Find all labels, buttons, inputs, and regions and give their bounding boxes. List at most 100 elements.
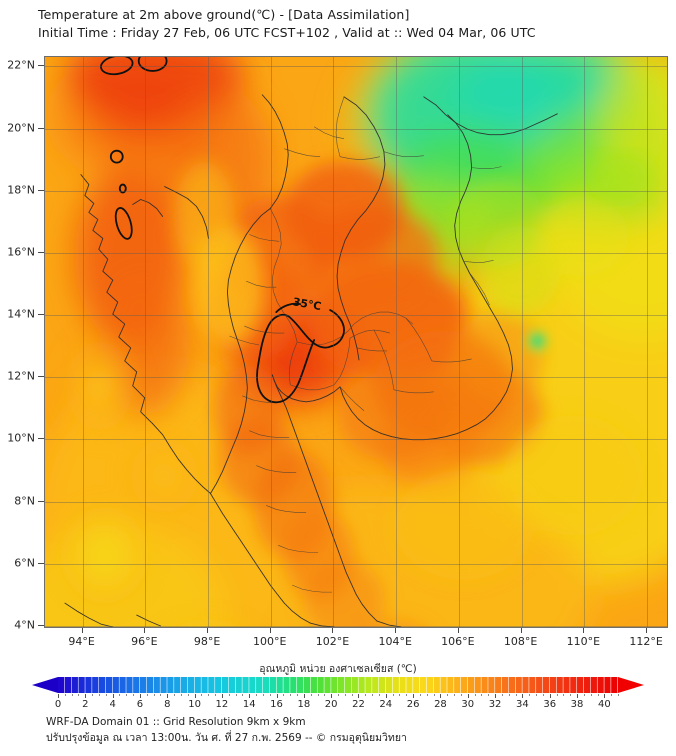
colorbar-band bbox=[139, 677, 147, 693]
longitude-tick bbox=[81, 628, 83, 633]
longitude-tick bbox=[395, 628, 397, 633]
latitude-tick-label: 20°N bbox=[7, 121, 35, 134]
colorbar-band bbox=[583, 677, 591, 693]
colorbar-title: อุณหภูมิ หน่วย องศาเซลเซียส (℃) bbox=[259, 663, 417, 675]
colorbar-band bbox=[92, 677, 99, 693]
colorbar-tick-label: 26 bbox=[406, 699, 420, 710]
colorbar-major-tick bbox=[413, 694, 415, 698]
colorbar-band bbox=[474, 677, 481, 693]
colorbar-minor-tick bbox=[536, 694, 538, 696]
colorbar-band bbox=[146, 677, 154, 693]
colorbar-band bbox=[392, 677, 399, 693]
colorbar-band bbox=[317, 677, 324, 693]
colorbar-minor-tick bbox=[297, 694, 299, 696]
colorbar-band bbox=[78, 677, 85, 693]
colorbar-band bbox=[338, 677, 345, 693]
colorbar-minor-tick bbox=[488, 694, 490, 696]
colorbar-minor-tick bbox=[515, 694, 517, 696]
colorbar-minor-tick bbox=[146, 694, 148, 696]
colorbar-tick-label: 2 bbox=[82, 699, 89, 710]
colorbar-band bbox=[112, 677, 119, 693]
colorbar-minor-tick bbox=[563, 694, 565, 696]
colorbar-band bbox=[522, 677, 529, 693]
colorbar-band bbox=[167, 677, 174, 693]
colorbar-tick-label: 34 bbox=[516, 699, 529, 710]
chart-footer: WRF-DA Domain 01 :: Grid Resolution 9km … bbox=[46, 714, 646, 746]
colorbar-band bbox=[563, 677, 570, 693]
colorbar-tick-label: 14 bbox=[242, 699, 256, 710]
colorbar-band bbox=[235, 677, 242, 693]
latitude-tick bbox=[38, 251, 44, 253]
colorbar-tick-label: 4 bbox=[109, 699, 116, 710]
colorbar-major-tick bbox=[495, 694, 497, 698]
colorbar-band bbox=[385, 677, 393, 693]
colorbar-tick-label: 6 bbox=[136, 699, 144, 710]
latitude-tick-label: 6°N bbox=[14, 556, 35, 570]
longitude-tick bbox=[520, 628, 522, 633]
colorbar-tick-label: 12 bbox=[215, 699, 229, 710]
colorbar-ticks: 0 2 4 6 8 10 12 14 16 18 20 22 24 26 28 30 32 34 36 38 40 bbox=[0, 694, 676, 714]
colorbar-minor-tick bbox=[78, 694, 80, 696]
colorbar-band bbox=[310, 677, 317, 693]
colorbar-band bbox=[64, 677, 72, 693]
colorbar-minor-tick bbox=[262, 694, 264, 696]
colorbar-major-tick bbox=[385, 694, 387, 698]
colorbar-minor-tick bbox=[290, 694, 292, 696]
colorbar-band bbox=[180, 677, 188, 693]
colorbar-band bbox=[160, 677, 167, 693]
colorbar-tick-label: 16 bbox=[270, 699, 283, 710]
colorbar-major-tick bbox=[85, 694, 87, 698]
longitude-tick-label: 100°E bbox=[253, 635, 287, 648]
colorbar-minor-tick bbox=[71, 694, 73, 696]
chart-subtitle: Initial Time : Friday 27 Feb, 06 UTC FCS… bbox=[38, 25, 536, 40]
colorbar-band bbox=[440, 677, 447, 693]
longitude-tick-label: 106°E bbox=[441, 635, 475, 648]
colorbar-band bbox=[276, 677, 283, 693]
colorbar-tick-label: 18 bbox=[297, 699, 311, 710]
colorbar-band bbox=[460, 677, 468, 693]
colorbar-band bbox=[378, 677, 386, 693]
latitude-tick-label: 10°N bbox=[7, 431, 35, 445]
colorbar-minor-tick bbox=[344, 694, 346, 696]
longitude-tick-label: 98°E bbox=[193, 635, 221, 648]
colorbar-minor-tick bbox=[618, 694, 619, 696]
colorbar-band bbox=[529, 677, 536, 693]
colorbar-band bbox=[208, 677, 215, 693]
colorbar-band bbox=[577, 677, 584, 693]
colorbar-band bbox=[365, 677, 372, 693]
latitude-tick-label: 18°N bbox=[7, 183, 35, 197]
map-plot-area[interactable]: 35°C bbox=[44, 56, 668, 628]
svg-text:35°C: 35°C bbox=[292, 295, 323, 313]
colorbar-major-tick bbox=[167, 694, 169, 698]
colorbar-minor-tick bbox=[180, 694, 182, 696]
latitude-tick-label: 8°N bbox=[14, 494, 35, 508]
colorbar-major-tick bbox=[522, 694, 524, 698]
colorbar-minor-tick bbox=[399, 694, 401, 696]
colorbar-band bbox=[604, 677, 611, 693]
colorbar-minor-tick bbox=[460, 694, 462, 696]
colorbar-band bbox=[611, 677, 618, 693]
longitude-axis: 94°E 96°E 98°E 100°E 102°E 104°E 106°E 108°E 110… bbox=[44, 628, 668, 654]
colorbar-band bbox=[215, 677, 222, 693]
latitude-tick bbox=[38, 65, 44, 67]
colorbar-minor-tick bbox=[187, 694, 189, 696]
colorbar-minor-tick bbox=[133, 694, 135, 696]
page-title: Temperature at 2m above ground(℃) - [Dat… bbox=[38, 7, 410, 22]
colorbar-tick-label: 32 bbox=[488, 699, 502, 710]
colorbar-tick-label: 24 bbox=[379, 699, 393, 710]
colorbar-band bbox=[283, 677, 290, 693]
colorbar-band bbox=[406, 677, 413, 693]
colorbar-band bbox=[153, 677, 160, 693]
colorbar-band bbox=[98, 677, 106, 693]
latitude-tick bbox=[38, 438, 44, 440]
colorbar-band bbox=[194, 677, 201, 693]
colorbar-minor-tick bbox=[269, 694, 271, 696]
colorbar-band bbox=[501, 677, 509, 693]
colorbar-minor-tick bbox=[174, 694, 176, 696]
latitude-tick bbox=[38, 376, 44, 378]
colorbar-minor-tick bbox=[378, 694, 380, 696]
colorbar-minor-tick bbox=[338, 694, 339, 696]
colorbar-band bbox=[372, 677, 379, 693]
colorbar-gradient bbox=[32, 676, 644, 694]
colorbar-band bbox=[426, 677, 434, 693]
